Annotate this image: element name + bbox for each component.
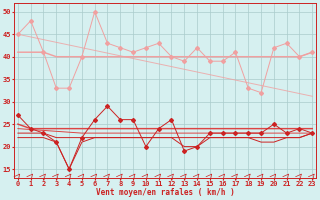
X-axis label: Vent moyen/en rafales ( km/h ): Vent moyen/en rafales ( km/h ) — [96, 188, 235, 197]
